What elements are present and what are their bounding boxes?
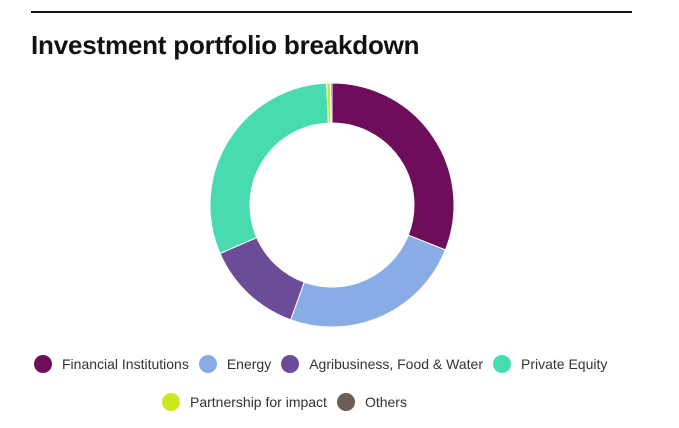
legend-item-others[interactable]: Others: [336, 393, 407, 411]
legend-swatch: [198, 355, 217, 373]
legend-label: Partnership for impact: [190, 394, 327, 410]
legend-swatch: [34, 355, 52, 373]
legend-swatch: [162, 393, 180, 411]
legend-swatch: [281, 355, 300, 373]
legend-row: Partnership for impact Others: [34, 390, 654, 414]
donut-slice-financial-institutions[interactable]: [331, 82, 455, 251]
top-divider: [31, 11, 632, 13]
legend-label: Others: [364, 394, 407, 410]
chart-title: Investment portfolio breakdown: [31, 30, 420, 60]
donut-slice-private-equity[interactable]: [209, 82, 329, 255]
legend-label: Private Equity: [520, 356, 608, 372]
legend-row: Financial Institutions Energy Agribusine…: [34, 352, 654, 376]
legend-label: Agribusiness, Food & Water: [309, 356, 483, 372]
legend-label: Financial Institutions: [62, 356, 189, 372]
donut-slice-others[interactable]: [329, 82, 333, 124]
donut-slice-energy[interactable]: [290, 234, 447, 328]
legend-item-partnership-for-impact[interactable]: Partnership for impact: [162, 393, 327, 411]
legend-label: Energy: [226, 356, 272, 372]
legend-item-energy[interactable]: Energy: [198, 355, 272, 373]
donut-slice-agribusiness-food-water[interactable]: [219, 236, 305, 321]
legend-item-financial-institutions[interactable]: Financial Institutions: [34, 355, 189, 373]
legend-item-private-equity[interactable]: Private Equity: [492, 355, 608, 373]
chart-legend: Financial Institutions Energy Agribusine…: [34, 352, 654, 428]
legend-item-agribusiness[interactable]: Agribusiness, Food & Water: [281, 355, 483, 373]
legend-swatch: [336, 393, 355, 411]
legend-swatch: [492, 355, 511, 373]
